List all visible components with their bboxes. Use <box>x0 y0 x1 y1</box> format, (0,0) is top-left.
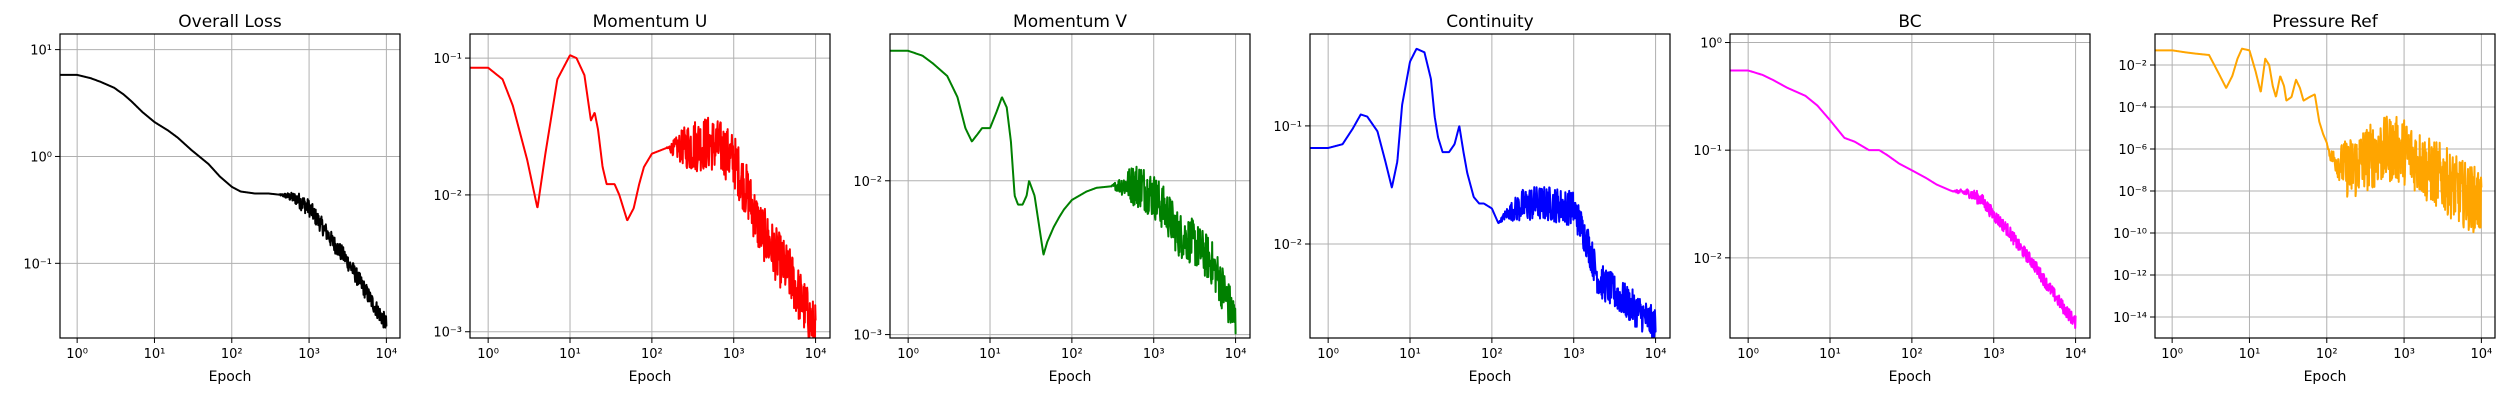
x-tick-label: 10² <box>1901 347 1923 362</box>
y-tick-label: 10⁻² <box>853 175 882 190</box>
y-tick-label: 10⁻¹ <box>1693 144 1722 159</box>
y-tick-label: 10⁻⁴ <box>2118 101 2147 116</box>
y-tick-label: 10⁻¹ <box>23 257 52 272</box>
y-tick-label: 10⁰ <box>30 150 52 165</box>
subplot-4: Continuity 10⁰ 10¹ 10² 10³ 10⁴ 10⁻² 10⁻¹ Epoch <box>1273 12 1671 385</box>
x-axis-label: Epoch <box>1049 369 1092 385</box>
x-tick-label: 10³ <box>723 347 745 362</box>
axes-frame <box>1309 33 1671 339</box>
x-axis-label: Epoch <box>2304 369 2347 385</box>
y-tick-label: 10¹ <box>30 44 52 59</box>
x-tick-label: 10² <box>221 347 243 362</box>
y-tick-label: 10⁻¹⁴ <box>2113 311 2147 326</box>
subplot-5: BC 10⁰ 10¹ 10² 10³ 10⁴ 10⁻² 10⁻¹ 10⁰ Epoch <box>1693 12 2091 385</box>
y-tick-label: 10⁻⁶ <box>2118 143 2147 158</box>
x-tick-label: 10³ <box>1143 347 1165 362</box>
series-line-1 <box>60 73 388 329</box>
axes-frame <box>469 33 831 339</box>
axes-frame <box>2154 33 2496 339</box>
axes-frame <box>889 33 1251 339</box>
axes-frame <box>1729 33 2091 339</box>
axes-frame <box>59 33 401 339</box>
subplot-1: Overall Loss 10⁰ 10¹ 10² 10³ 10⁴ 10⁻¹ 10⁰ 10¹ Epo… <box>23 12 401 385</box>
y-tick-label: 10⁻² <box>1693 252 1722 267</box>
x-tick-label: 10³ <box>1983 347 2005 362</box>
subplot-title: Overall Loss <box>178 12 282 32</box>
x-tick-label: 10⁴ <box>1225 347 1247 362</box>
series-line-1 <box>890 49 1237 335</box>
x-tick-label: 10⁰ <box>1737 347 1759 362</box>
x-tick-label: 10² <box>2316 347 2338 362</box>
x-tick-label: 10¹ <box>144 347 166 362</box>
subplot-title: BC <box>1898 12 1921 32</box>
y-tick-label: 10⁻¹² <box>2113 269 2147 284</box>
subplot-title: Pressure Ref <box>2272 12 2379 32</box>
x-tick-label: 10⁴ <box>2471 347 2493 362</box>
y-tick-label: 10⁻¹⁰ <box>2113 227 2147 242</box>
x-axis-label: Epoch <box>209 369 252 385</box>
subplot-title: Momentum V <box>1013 12 1127 32</box>
x-tick-label: 10² <box>1481 347 1503 362</box>
x-tick-label: 10² <box>641 347 663 362</box>
series-line-1 <box>1730 69 2077 329</box>
x-tick-label: 10³ <box>2393 347 2415 362</box>
series-line-1 <box>1310 47 1657 338</box>
y-tick-label: 10⁻² <box>433 189 462 204</box>
x-tick-label: 10² <box>1061 347 1083 362</box>
subplot-title: Momentum U <box>593 12 708 32</box>
x-tick-label: 10⁰ <box>66 347 88 362</box>
x-tick-label: 10⁴ <box>2065 347 2087 362</box>
y-tick-label: 10⁻³ <box>853 329 882 344</box>
y-tick-label: 10⁻³ <box>433 326 462 341</box>
series-line-1 <box>470 54 817 338</box>
x-axis-label: Epoch <box>1469 369 1512 385</box>
y-tick-label: 10⁻⁸ <box>2118 185 2147 200</box>
x-axis-label: Epoch <box>1889 369 1932 385</box>
x-tick-label: 10⁰ <box>477 347 499 362</box>
x-tick-label: 10⁴ <box>805 347 827 362</box>
x-tick-label: 10¹ <box>1819 347 1841 362</box>
x-tick-label: 10¹ <box>2239 347 2261 362</box>
y-tick-label: 10⁻¹ <box>433 52 462 67</box>
x-axis-label: Epoch <box>629 369 672 385</box>
subplot-2: Momentum U 10⁰ 10¹ 10² 10³ 10⁴ 10⁻³ 10⁻² 10⁻¹ Epo… <box>433 12 831 385</box>
x-tick-label: 10¹ <box>559 347 581 362</box>
x-tick-label: 10⁰ <box>2161 347 2183 362</box>
x-tick-label: 10³ <box>298 347 320 362</box>
x-tick-label: 10¹ <box>979 347 1001 362</box>
x-tick-label: 10⁰ <box>897 347 919 362</box>
subplot-6: Pressure Ref 10⁰ 10¹ 10² 10³ 10⁴ 10⁻¹⁴ 10⁻¹² 10⁻… <box>2113 12 2496 385</box>
x-tick-label: 10⁴ <box>376 347 398 362</box>
y-tick-label: 10⁰ <box>1700 37 1722 52</box>
x-tick-label: 10⁴ <box>1645 347 1667 362</box>
subplot-title: Continuity <box>1446 12 1533 32</box>
series-line-1 <box>2155 47 2483 234</box>
y-tick-label: 10⁻¹ <box>1273 120 1302 135</box>
x-tick-label: 10³ <box>1563 347 1585 362</box>
x-tick-label: 10¹ <box>1399 347 1421 362</box>
y-tick-label: 10⁻² <box>2118 59 2147 74</box>
subplot-3: Momentum V 10⁰ 10¹ 10² 10³ 10⁴ 10⁻³ 10⁻² Epoch <box>853 12 1251 385</box>
y-tick-label: 10⁻² <box>1273 238 1302 253</box>
x-tick-label: 10⁰ <box>1317 347 1339 362</box>
